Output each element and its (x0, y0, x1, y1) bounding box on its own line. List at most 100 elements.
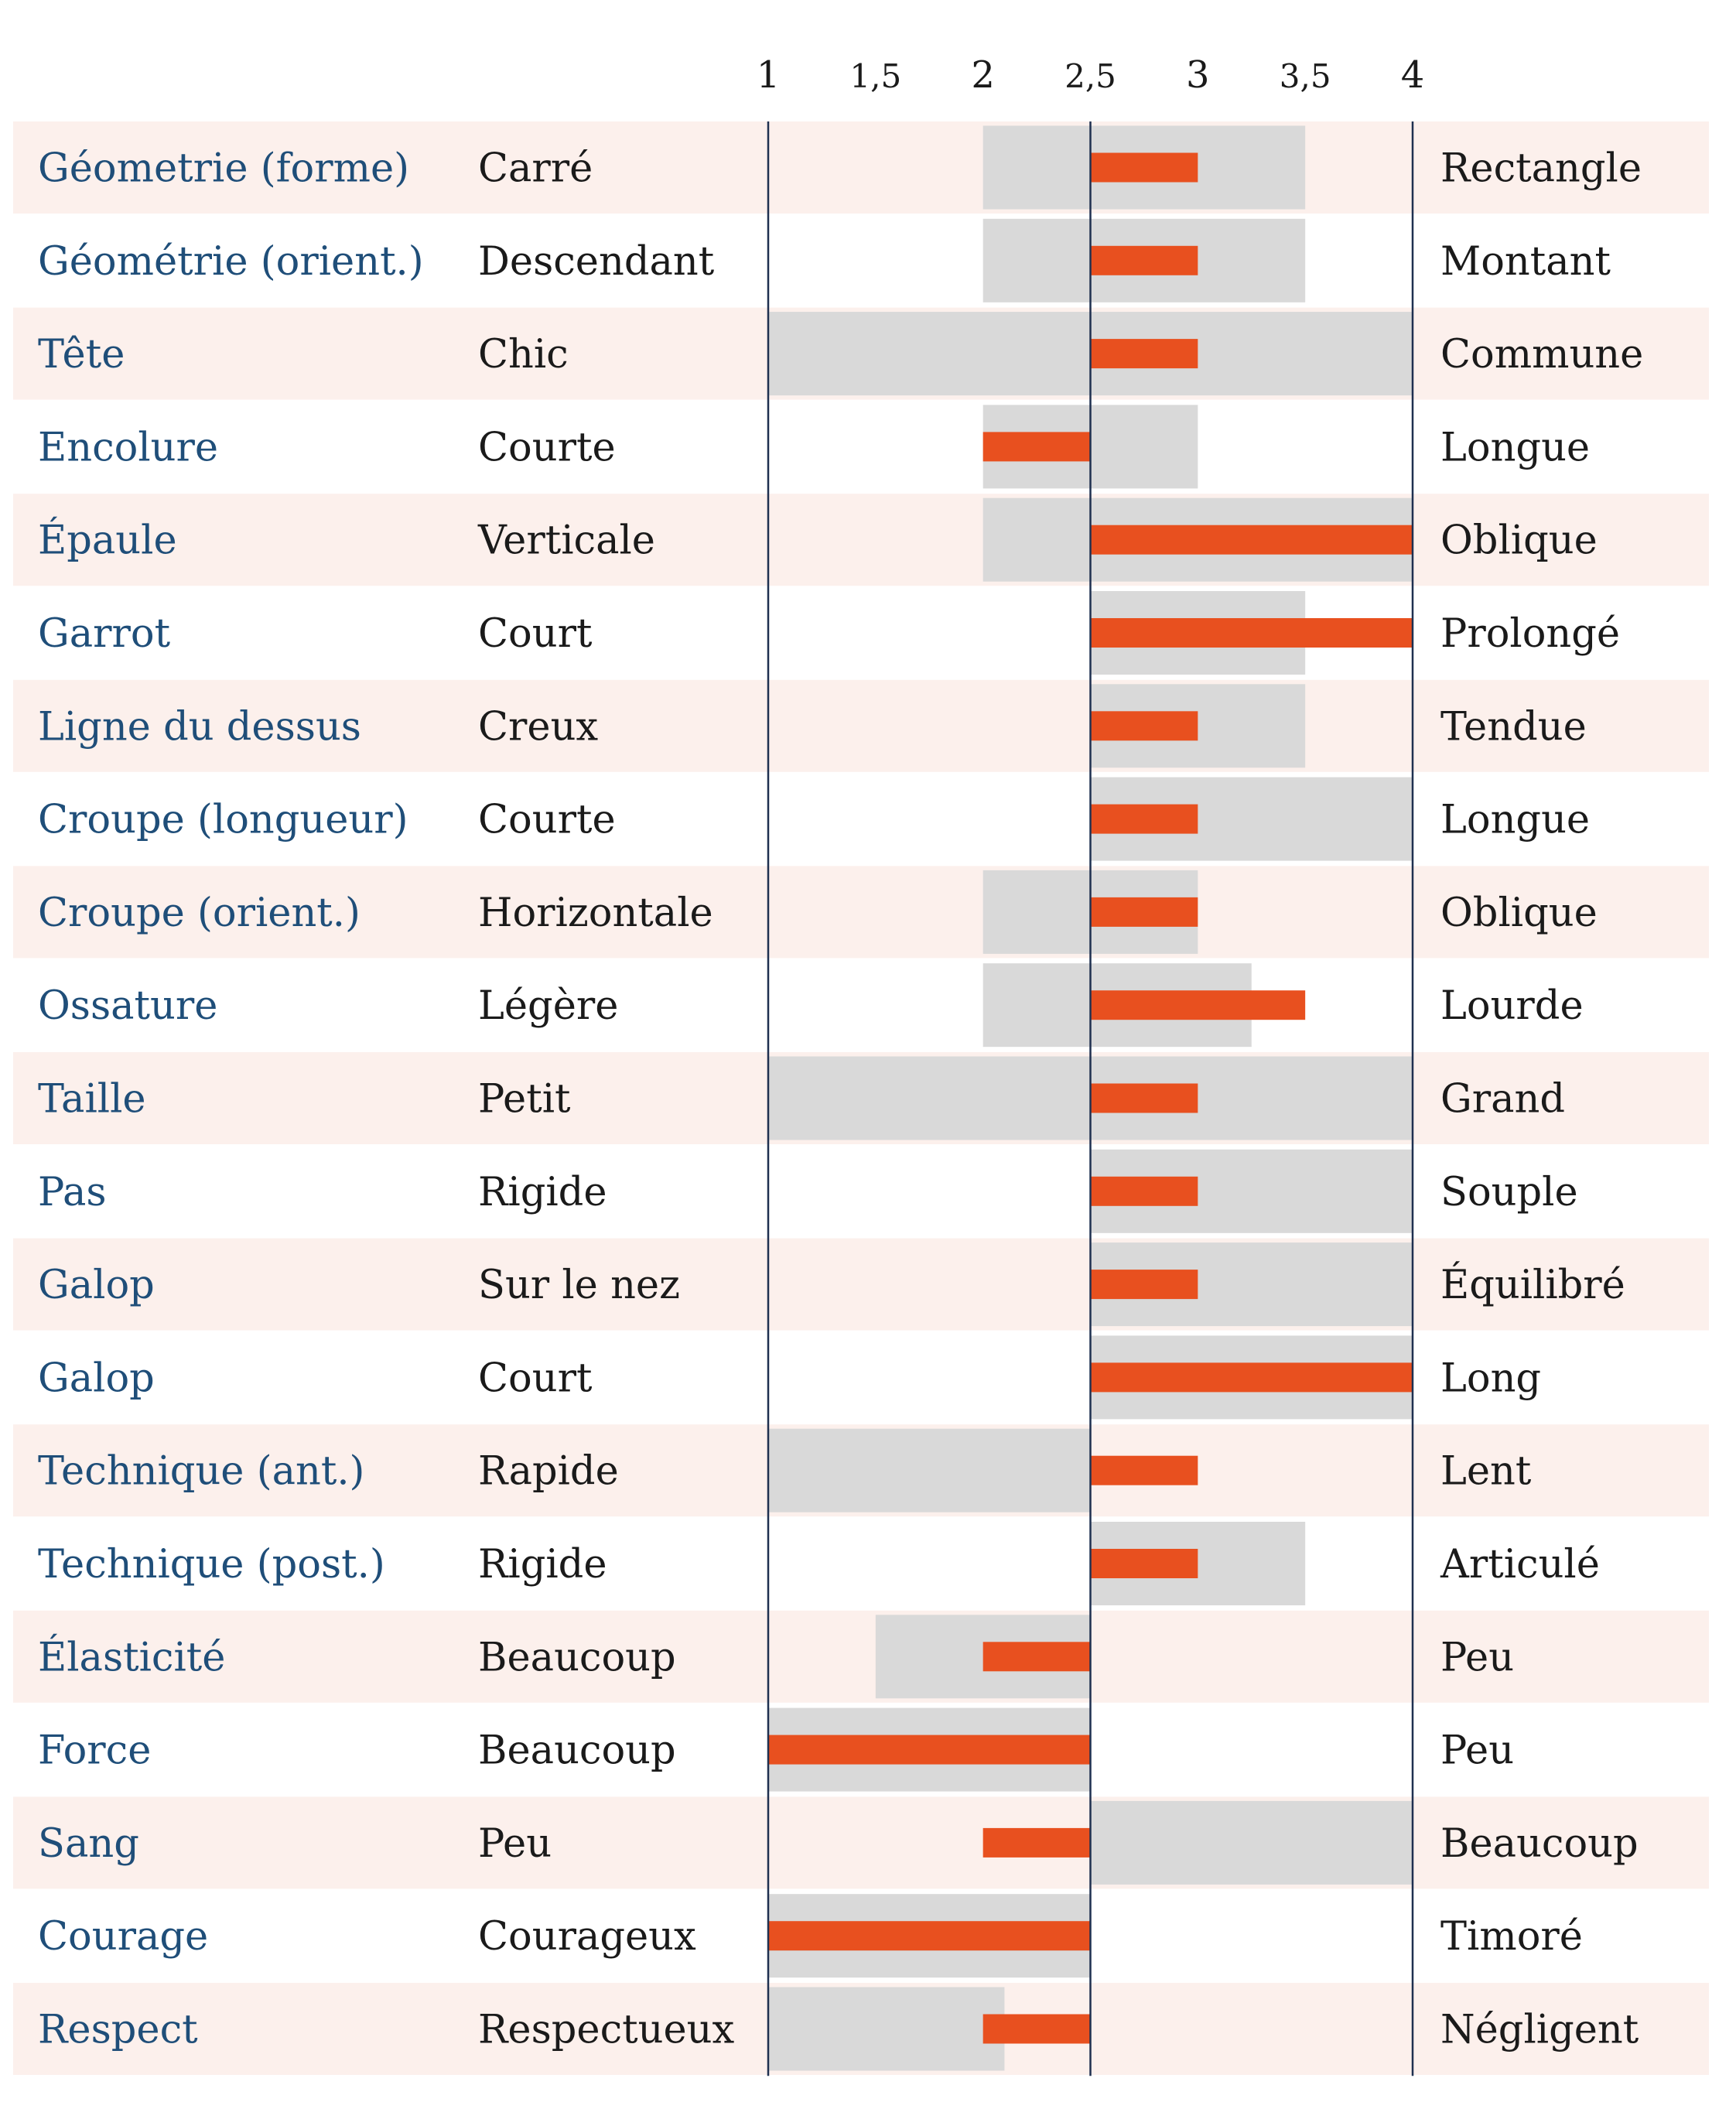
row-label: Taille (38, 1077, 146, 1123)
row-label: Sang (38, 1821, 139, 1867)
row-label: Technique (ant.) (38, 1449, 364, 1495)
tick-label: 3,5 (1280, 57, 1331, 95)
tick-label: 4 (1401, 53, 1425, 97)
value-bar (1090, 804, 1198, 834)
left-pole-label: Descendant (478, 239, 715, 285)
value-bars (768, 152, 1413, 2044)
value-bar (1090, 1549, 1198, 1578)
row-label: Respect (38, 2008, 198, 2053)
axis-lines (767, 121, 1414, 2076)
right-pole-label: Oblique (1440, 890, 1598, 936)
right-pole-label: Longue (1440, 798, 1590, 843)
tick-label: 2 (971, 53, 995, 97)
row-stripe (13, 866, 1709, 959)
tick-label: 3 (1186, 53, 1210, 97)
axis-ticks: 1 1,5 2 2,5 3 3,5 4 (757, 53, 1425, 97)
right-pole-label: Oblique (1440, 518, 1598, 564)
row-label: Épaule (38, 518, 177, 564)
right-pole-label: Équilibré (1440, 1262, 1625, 1308)
left-pole-label: Sur le nez (478, 1263, 680, 1308)
left-pole-label: Courte (478, 425, 616, 470)
right-pole-label: Tendue (1440, 704, 1587, 750)
row-label: Croupe (longueur) (38, 798, 408, 843)
value-bar (982, 2014, 1091, 2044)
right-pole-label: Long (1440, 1355, 1541, 1401)
value-bar (982, 432, 1091, 462)
left-pole-label: Rigide (478, 1542, 607, 1588)
right-pole-label: Prolongé (1440, 611, 1620, 657)
value-bar (1090, 525, 1413, 555)
right-pole-label: Rectangle (1440, 146, 1642, 192)
left-pole-label: Verticale (477, 518, 655, 564)
value-bar (1090, 897, 1198, 927)
right-pole-label: Peu (1440, 1728, 1514, 1774)
row-label: Encolure (38, 425, 218, 470)
row-stripe (13, 679, 1709, 772)
range-bar (768, 1428, 1091, 1512)
right-pole-label: Timoré (1440, 1914, 1583, 1960)
right-pole-label: Négligent (1440, 2008, 1639, 2053)
left-pole-label: Court (478, 1355, 593, 1401)
row-label: Géométrie (orient.) (38, 239, 424, 285)
row-label: Galop (38, 1355, 155, 1401)
left-pole-label: Petit (478, 1077, 571, 1123)
row-stripe (13, 121, 1709, 214)
value-bar (1090, 339, 1198, 369)
right-pole-label: Lourde (1440, 983, 1584, 1029)
value-bar (1090, 1455, 1198, 1485)
left-pole-label: Carré (478, 146, 593, 192)
value-bar (1090, 1176, 1198, 1206)
left-pole-label: Courte (478, 798, 616, 843)
row-stripe (13, 494, 1709, 586)
value-bar (1090, 1083, 1198, 1113)
left-pole-label: Peu (478, 1821, 552, 1867)
right-pole-label: Articulé (1440, 1542, 1600, 1588)
left-pole-label: Chic (478, 332, 569, 378)
value-bar (1090, 1270, 1198, 1300)
left-pole-label: Creux (478, 704, 598, 750)
value-bar (1090, 711, 1198, 741)
row-stripe (13, 1796, 1709, 1889)
row-label: Courage (38, 1914, 208, 1960)
row-label: Élasticité (38, 1634, 225, 1680)
value-bar (1090, 152, 1198, 183)
row-label: Technique (post.) (38, 1542, 385, 1588)
tick-label: 1 (757, 53, 781, 97)
range-bar (768, 1987, 1005, 2071)
right-pole-label: Commune (1440, 332, 1643, 378)
left-pole-label: Respectueux (478, 2008, 735, 2053)
left-pole-label: Beaucoup (478, 1635, 676, 1680)
row-label: Géometrie (forme) (38, 146, 409, 192)
value-bar (1090, 990, 1306, 1020)
tick-label: 1,5 (849, 57, 901, 95)
row-label: Galop (38, 1263, 155, 1308)
value-bar (982, 1642, 1091, 1672)
left-pole-label: Court (478, 611, 593, 657)
range-bar (1090, 1800, 1413, 1885)
tick-label: 2,5 (1064, 57, 1116, 95)
row-label: Ossature (38, 983, 217, 1029)
right-pole-label: Montant (1440, 239, 1611, 285)
right-pole-label: Lent (1440, 1449, 1532, 1495)
row-label: Croupe (orient.) (38, 890, 361, 936)
value-bar (1090, 245, 1198, 275)
right-pole-label: Souple (1440, 1170, 1578, 1215)
value-bar (768, 1735, 1091, 1765)
right-pole-label: Peu (1440, 1635, 1514, 1680)
row-stripe (13, 1238, 1709, 1331)
right-pole-label: Longue (1440, 425, 1590, 470)
row-stripe (13, 1610, 1709, 1703)
left-pole-label: Rigide (478, 1170, 607, 1215)
row-label: Ligne du dessus (38, 704, 361, 750)
left-pole-label: Rapide (478, 1449, 619, 1495)
value-bar (768, 1921, 1091, 1951)
right-pole-label: Beaucoup (1440, 1821, 1639, 1867)
row-labels: Géometrie (forme) Carré Rectangle Géométrie… (38, 146, 1643, 2053)
left-pole-label: Légère (478, 983, 618, 1029)
row-label: Garrot (38, 611, 171, 657)
row-label: Tête (38, 332, 125, 378)
row-label: Pas (38, 1170, 107, 1215)
right-pole-label: Grand (1440, 1077, 1565, 1123)
value-bar (1090, 618, 1413, 648)
